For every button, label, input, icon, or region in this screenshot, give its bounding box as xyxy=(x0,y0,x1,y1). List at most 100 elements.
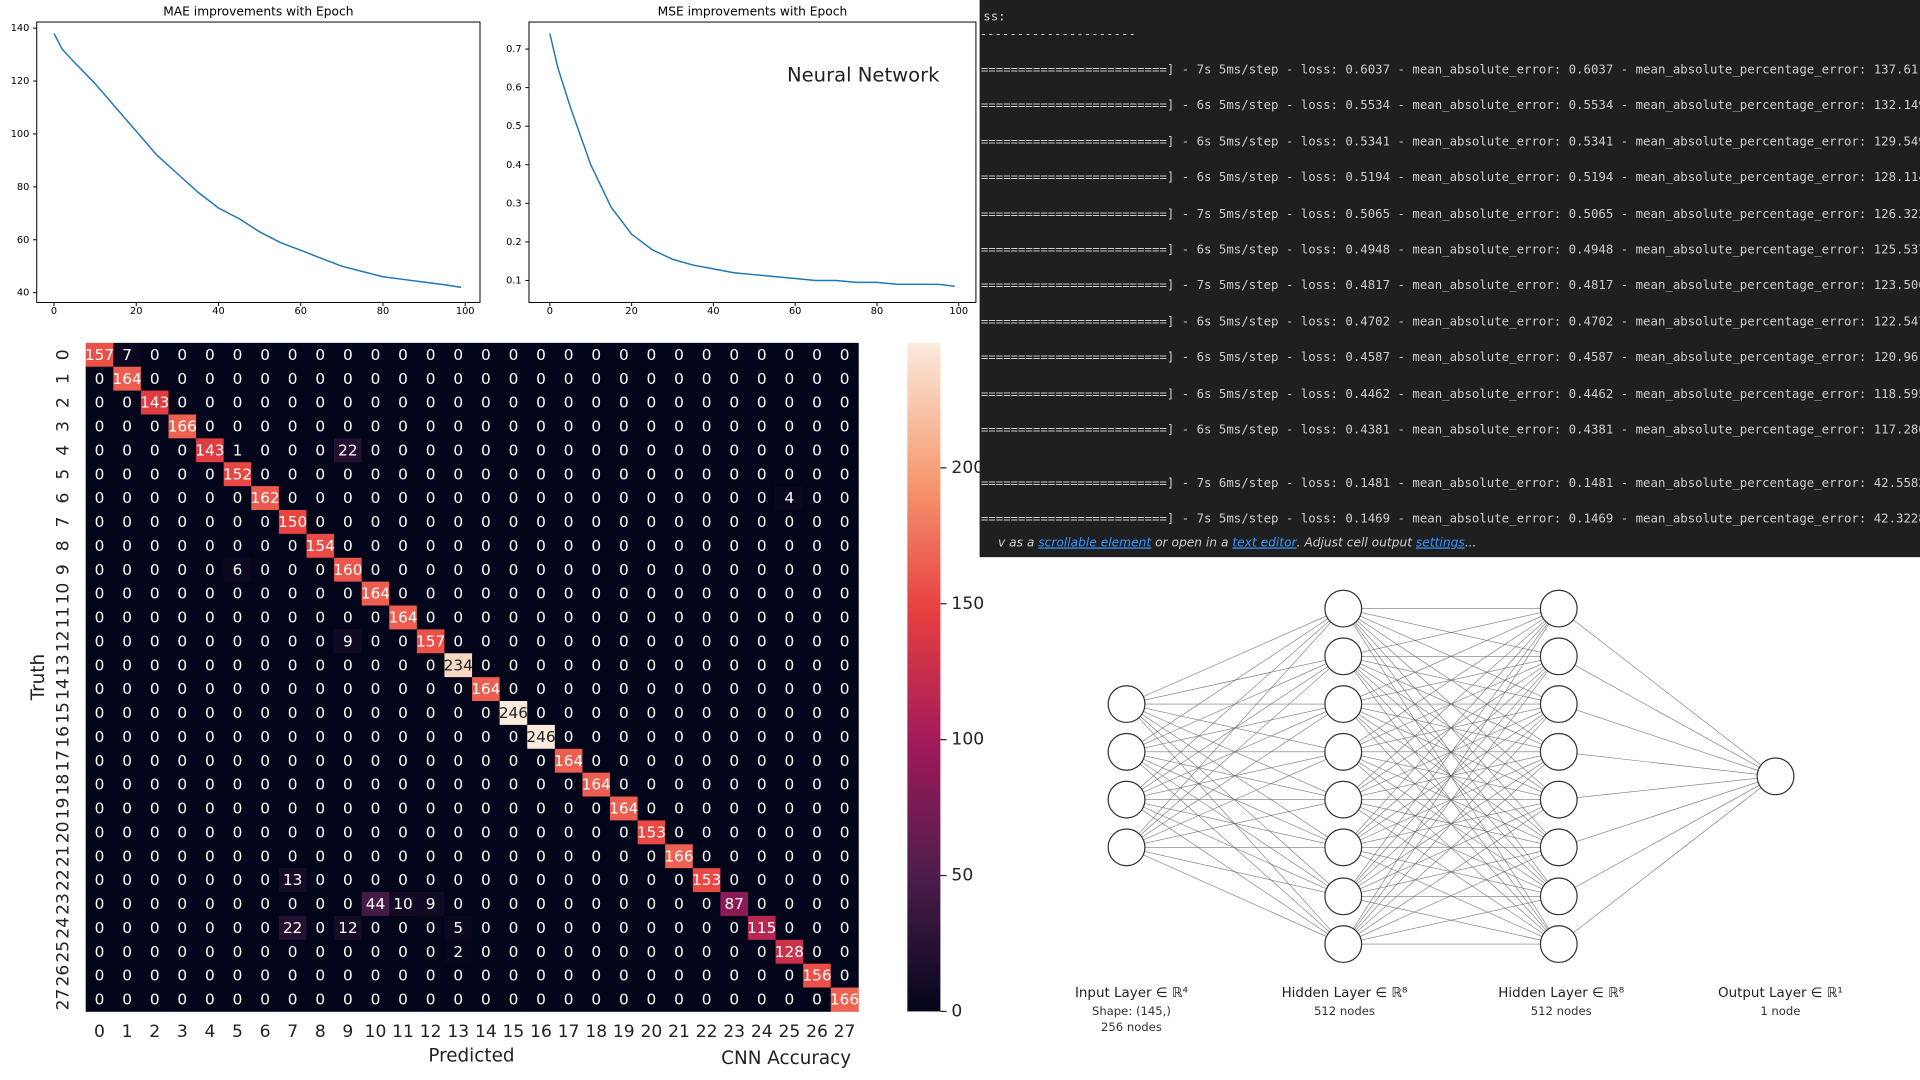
heatmap-cell xyxy=(830,581,859,606)
cell-label: 0 xyxy=(233,513,243,531)
cell-label: 0 xyxy=(122,895,132,913)
heatmap-cell xyxy=(499,581,528,606)
cell-label: 0 xyxy=(233,656,243,674)
heatmap-cell xyxy=(803,462,832,487)
heatmap-cell xyxy=(278,342,307,368)
cell-label: 0 xyxy=(785,418,795,436)
heatmap-cell xyxy=(444,581,473,606)
heatmap-cell xyxy=(278,868,307,893)
layer-detail: 512 nodes xyxy=(1314,1004,1375,1018)
heatmap-cell xyxy=(747,677,776,702)
cell-label: 0 xyxy=(785,609,795,627)
heatmap-cell xyxy=(113,629,142,654)
connection xyxy=(1343,608,1560,897)
cell-label: 0 xyxy=(674,967,684,985)
heatmap-cell xyxy=(692,987,721,1012)
x-tick-label: 0 xyxy=(51,306,57,317)
heatmap-cell xyxy=(554,772,583,797)
cell-label: 0 xyxy=(122,704,132,722)
heatmap-cell xyxy=(389,557,418,582)
cell-label: 0 xyxy=(398,871,408,889)
cell-label: 0 xyxy=(674,871,684,889)
heatmap-cell xyxy=(140,701,169,726)
heatmap-cell xyxy=(113,414,142,439)
heatmap-cell xyxy=(389,581,418,606)
cell-label: 0 xyxy=(674,823,684,841)
cell-label: 0 xyxy=(150,370,160,388)
cell-label: 0 xyxy=(702,823,712,841)
cell-label: 0 xyxy=(812,776,822,794)
heatmap-cell xyxy=(637,677,666,702)
cell-label: 0 xyxy=(371,752,381,770)
footer-link[interactable]: text editor xyxy=(1232,535,1297,549)
cell-label: 0 xyxy=(564,441,574,459)
cell-label: 0 xyxy=(674,561,684,579)
heatmap-cell xyxy=(196,653,225,678)
heatmap-cell xyxy=(830,653,859,678)
heatmap-cell xyxy=(775,510,804,535)
cell-label: 0 xyxy=(260,752,270,770)
cell-label: 0 xyxy=(591,489,601,507)
connection xyxy=(1343,703,1560,945)
heatmap-cell xyxy=(665,438,694,463)
heatmap-cell xyxy=(610,915,638,941)
cell-label: 0 xyxy=(150,823,160,841)
heatmap-cell xyxy=(223,486,252,511)
heatmap-cell xyxy=(830,939,859,965)
cell-label: 0 xyxy=(674,895,684,913)
cell-label: 0 xyxy=(785,823,795,841)
heatmap-cell xyxy=(334,366,363,391)
cell-label: 0 xyxy=(481,823,491,841)
cell-label: 0 xyxy=(150,752,160,770)
heatmap-cell xyxy=(637,414,666,439)
heatmap-cell xyxy=(389,892,418,917)
cell-label: 0 xyxy=(343,394,353,412)
heatmap-cell xyxy=(361,390,390,415)
heatmap-cell xyxy=(334,605,363,630)
cell-label: 0 xyxy=(564,967,574,985)
cell-label: 0 xyxy=(509,871,519,889)
heatmap-cell xyxy=(85,629,114,654)
footer-link[interactable]: scrollable element xyxy=(1038,535,1152,549)
cell-label: 0 xyxy=(426,561,436,579)
heatmap-cell xyxy=(85,868,114,893)
heatmap-cell xyxy=(140,748,169,774)
heatmap-cell xyxy=(610,939,638,965)
cell-label: 0 xyxy=(205,656,215,674)
cell-label: 5 xyxy=(453,919,463,937)
cell-label: 0 xyxy=(536,465,546,483)
heatmap-cell xyxy=(665,533,694,559)
cell-label: 0 xyxy=(840,394,850,412)
heatmap-cell xyxy=(334,533,363,559)
footer-link[interactable]: settings xyxy=(1416,535,1465,549)
heatmap-cell xyxy=(223,772,252,797)
cell-label: 0 xyxy=(785,991,795,1009)
cell-label: 0 xyxy=(95,895,105,913)
cell-label: 0 xyxy=(591,823,601,841)
heatmap-cell xyxy=(278,724,307,750)
cell-label: 0 xyxy=(426,680,436,698)
heatmap-cell xyxy=(499,653,528,678)
cell-label: 0 xyxy=(840,967,850,985)
heatmap-cell xyxy=(278,796,307,821)
cell-label: 0 xyxy=(729,537,739,555)
cell-label: 0 xyxy=(398,823,408,841)
cell-label: 0 xyxy=(674,656,684,674)
heatmap-cell xyxy=(747,533,776,559)
heatmap-cell xyxy=(582,342,611,368)
layer-title: Hidden Layer ∈ ℝ⁸ xyxy=(1282,986,1408,1001)
cell-label: 0 xyxy=(674,346,684,364)
cell-label: 0 xyxy=(95,776,105,794)
heatmap-cell xyxy=(472,342,501,368)
cell-label: 0 xyxy=(481,346,491,364)
heatmap-cell xyxy=(747,510,776,535)
heatmap-cell xyxy=(140,342,169,368)
heatmap-cell xyxy=(747,915,776,941)
x-tick-label: 16 xyxy=(530,1022,552,1042)
cell-label: 0 xyxy=(702,847,712,865)
heatmap-cell xyxy=(582,605,611,630)
cell-label: 0 xyxy=(536,537,546,555)
heatmap-cell xyxy=(196,892,225,917)
heatmap-cell xyxy=(830,462,859,487)
heatmap-cell xyxy=(444,629,473,654)
